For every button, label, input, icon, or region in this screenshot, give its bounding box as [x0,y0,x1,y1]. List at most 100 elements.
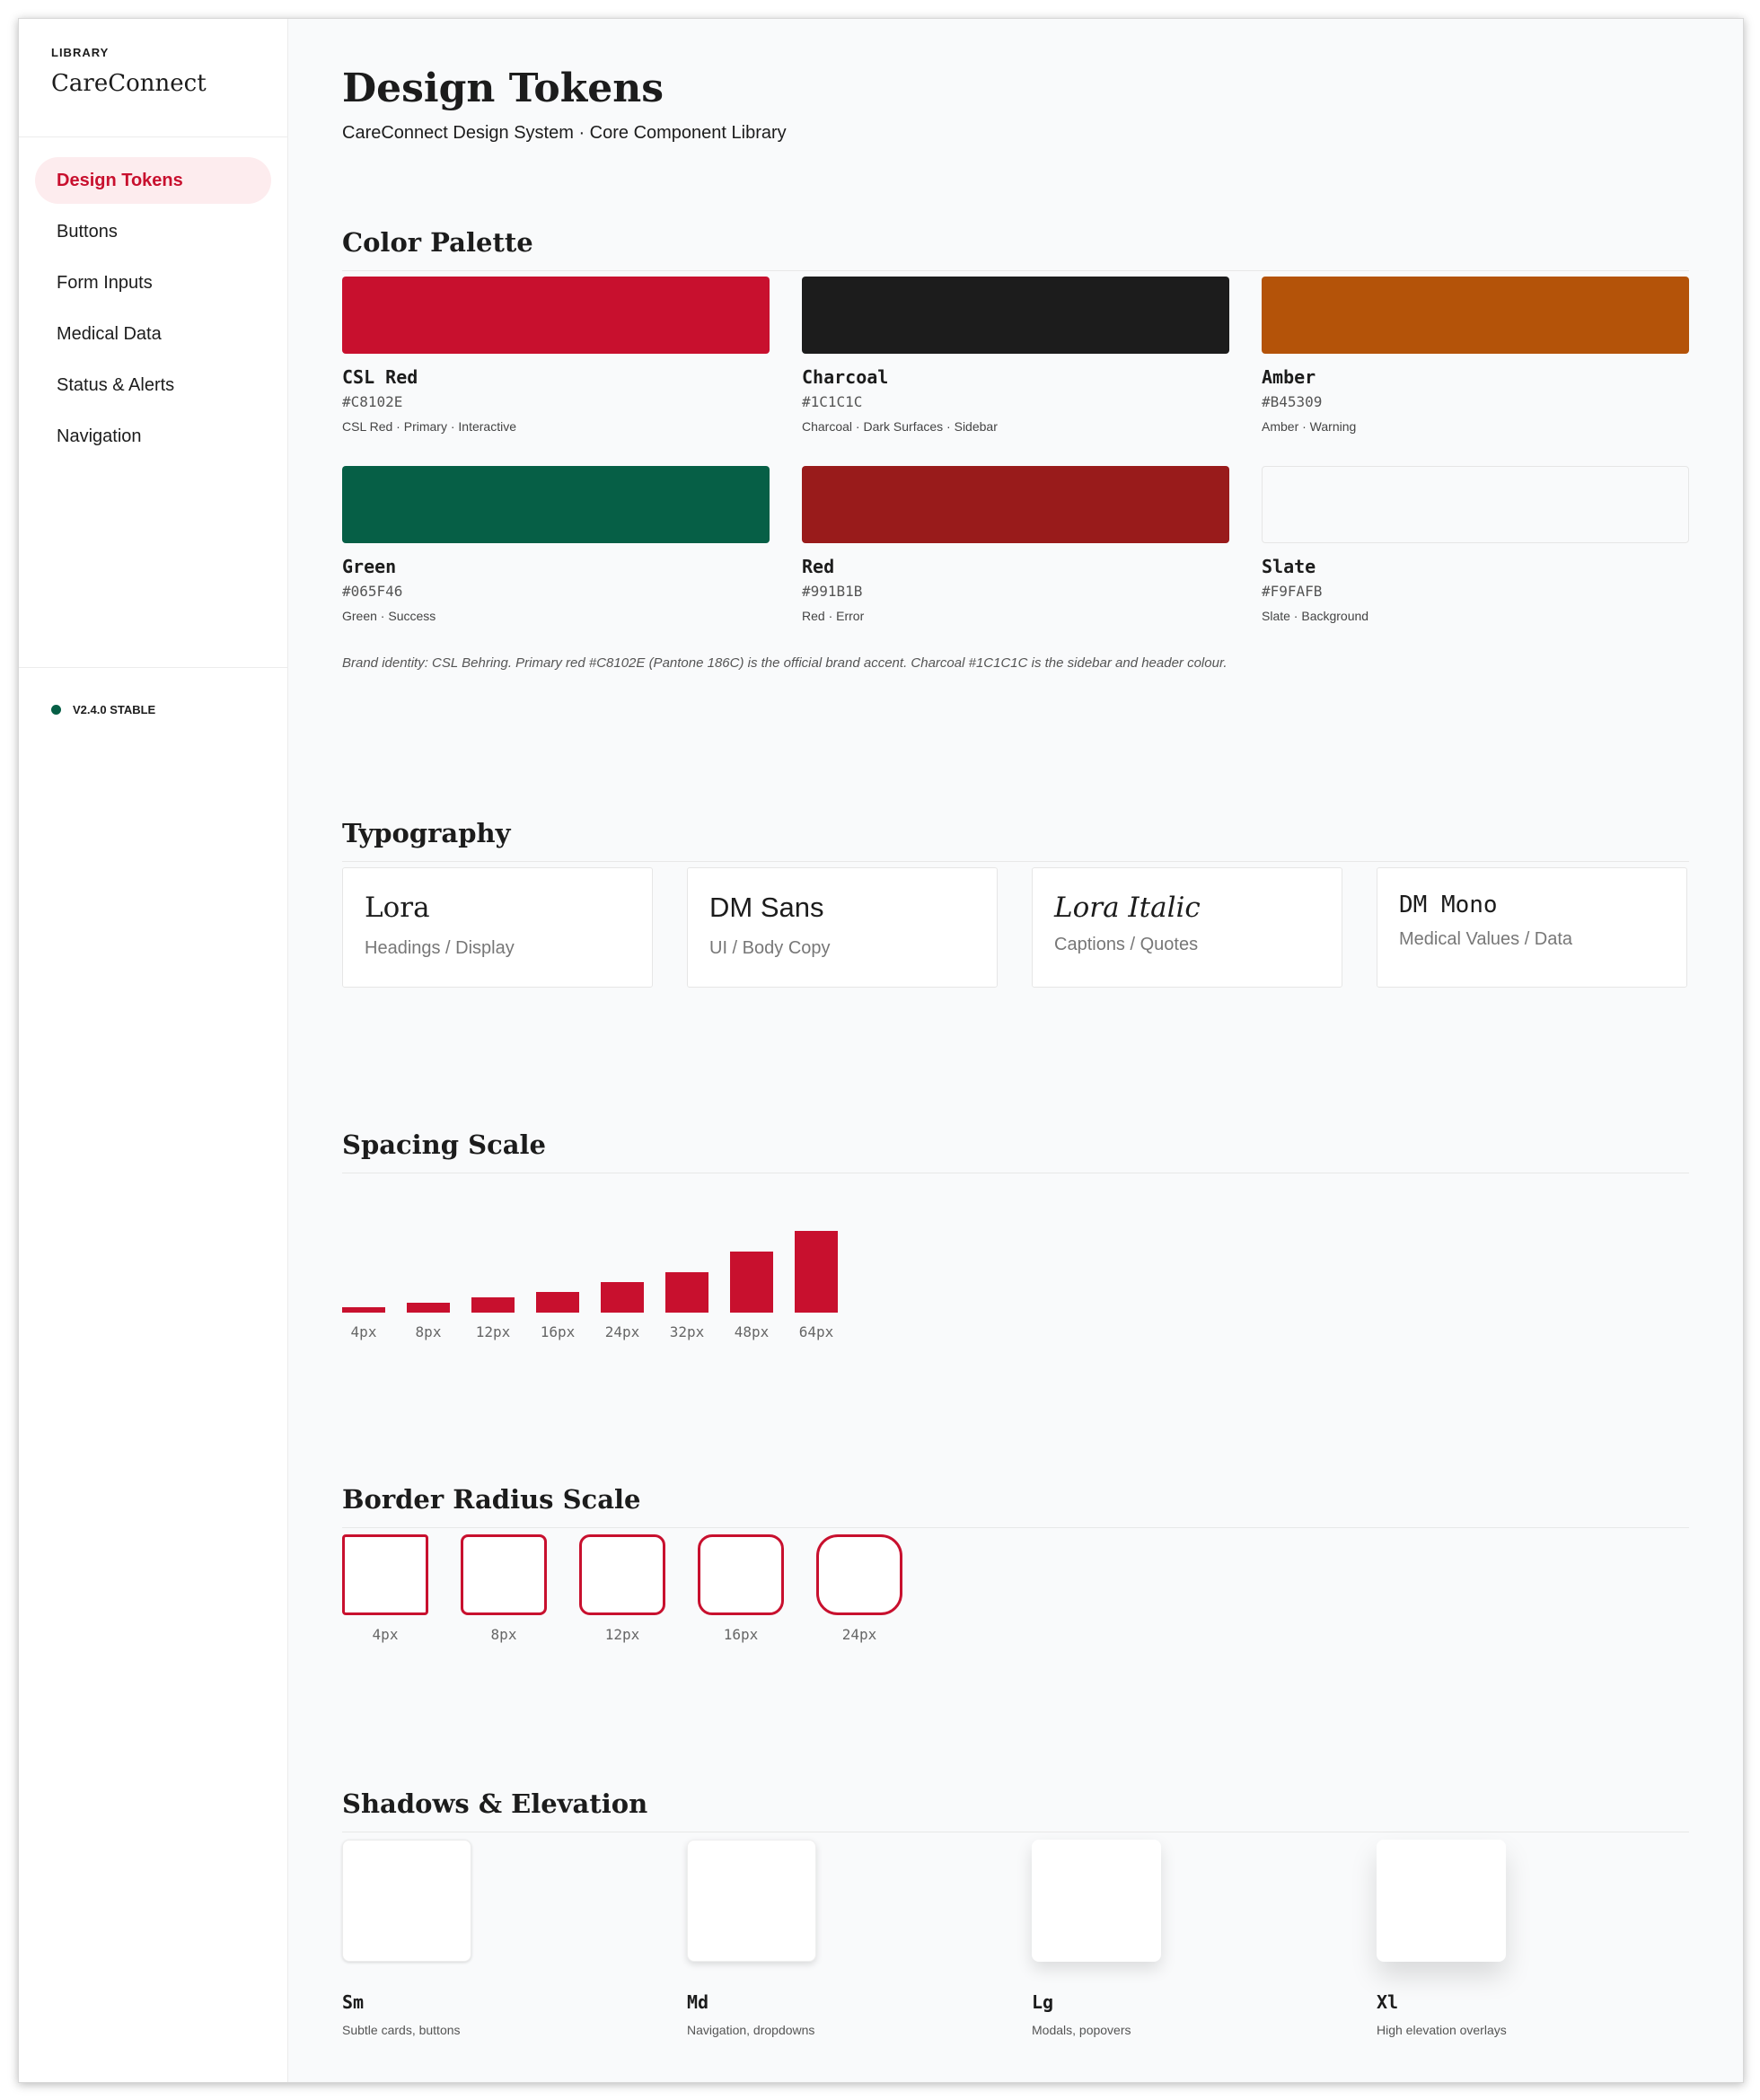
color-hex: #B45309 [1262,393,1323,410]
color-token-card: Slate #F9FAFB Slate · Background [1262,466,1689,623]
color-name: CSL Red [342,366,418,388]
spacing-bar [342,1307,385,1313]
font-card: Lora Headings / Display [342,867,653,988]
spacing-label: 16px [540,1323,576,1340]
font-usage: Medical Values / Data [1399,929,1573,949]
radius-sample [816,1534,902,1615]
spacing-label: 24px [604,1323,640,1340]
spacing-bar [665,1271,708,1313]
shadow-sample-lg [1032,1840,1161,1962]
color-token-card: Green #065F46 Green · Success [342,466,770,623]
color-token-card: Charcoal #1C1C1C Charcoal · Dark Surface… [802,277,1229,434]
spacing-label: 4px [350,1323,377,1340]
page-subtitle: CareConnect Design System · Core Compone… [342,123,787,143]
version-badge: V2.4.0 STABLE [51,703,155,716]
radius-sample [698,1534,784,1615]
spacing-label: 12px [475,1323,511,1340]
color-name: Slate [1262,556,1316,577]
color-token-card: Red #991B1B Red · Error [802,466,1229,623]
section-title-typography: Typography [342,818,1689,862]
shadow-desc: Modals, popovers [1032,2023,1131,2037]
color-hex: #065F46 [342,583,403,600]
spacing-label: 32px [669,1323,705,1340]
app-window: LIBRARY CareConnect Design Tokens Button… [18,18,1744,2083]
section-title-border-radius: Border Radius Scale [342,1484,1689,1528]
radius-label: 16px [723,1626,759,1643]
color-swatch [1262,277,1689,354]
shadow-desc: Navigation, dropdowns [687,2023,815,2037]
radius-sample [579,1534,665,1615]
shadow-sample-xl [1377,1840,1506,1962]
color-swatch [802,466,1229,543]
color-name: Green [342,556,397,577]
radius-label: 24px [841,1626,877,1643]
spacing-label: 8px [415,1323,442,1340]
color-swatch [342,466,770,543]
font-name: Lora [365,892,430,924]
font-name: DM Sans [709,892,824,923]
font-card: DM Mono Medical Values / Data [1377,867,1687,988]
font-name: DM Mono [1399,892,1498,918]
radius-sample [461,1534,547,1615]
color-hex: #F9FAFB [1262,583,1323,600]
shadow-name: Lg [1032,1991,1054,2013]
font-card: DM Sans UI / Body Copy [687,867,998,988]
spacing-label: 64px [798,1323,834,1340]
color-swatch [802,277,1229,354]
sidebar-item-design-tokens[interactable]: Design Tokens [35,157,271,204]
shadow-sample-md [687,1840,816,1962]
font-usage: UI / Body Copy [709,938,831,958]
font-usage: Headings / Display [365,938,515,958]
spacing-bar [471,1296,515,1313]
color-note: Red · Error [802,609,865,623]
color-note: Amber · Warning [1262,419,1357,434]
shadow-name: Md [687,1991,709,2013]
font-name: Lora Italic [1054,892,1201,924]
color-note: CSL Red · Primary · Interactive [342,419,516,434]
radius-label: 4px [372,1626,399,1643]
spacing-bar [407,1302,450,1313]
shadow-desc: Subtle cards, buttons [342,2023,461,2037]
page-title: Design Tokens [342,66,664,111]
sidebar-nav: Design Tokens Buttons Form Inputs Medica… [19,137,287,460]
shadow-name: Xl [1377,1991,1399,2013]
spacing-bar [795,1231,838,1313]
color-hex: #991B1B [802,583,863,600]
color-note: Green · Success [342,609,436,623]
sidebar-divider [19,667,288,668]
sidebar-kicker: LIBRARY [51,46,110,59]
color-name: Red [802,556,835,577]
color-hex: #C8102E [342,393,403,410]
radius-sample [342,1534,428,1615]
sidebar-item-form-inputs[interactable]: Form Inputs [57,272,153,293]
sidebar: LIBRARY CareConnect Design Tokens Button… [19,19,288,2082]
color-swatch [1262,466,1689,543]
status-dot-icon [51,705,61,715]
shadow-sample-sm [342,1840,471,1962]
color-token-card: CSL Red #C8102E CSL Red · Primary · Inte… [342,277,770,434]
section-title-color-palette: Color Palette [342,227,1689,271]
color-name: Charcoal [802,366,889,388]
shadow-name: Sm [342,1991,365,2013]
color-hex: #1C1C1C [802,393,863,410]
section-title-shadows: Shadows & Elevation [342,1788,1689,1832]
sidebar-item-navigation[interactable]: Navigation [57,426,142,446]
brand-note: Brand identity: CSL Behring. Primary red… [342,655,1228,671]
color-note: Slate · Background [1262,609,1369,623]
color-name: Amber [1262,366,1316,388]
section-title-spacing-scale: Spacing Scale [342,1129,1689,1173]
spacing-bar [601,1281,644,1313]
radius-label: 8px [490,1626,517,1643]
shadow-desc: High elevation overlays [1377,2023,1507,2037]
sidebar-item-buttons[interactable]: Buttons [57,221,118,242]
color-token-card: Amber #B45309 Amber · Warning [1262,277,1689,434]
font-card: Lora Italic Captions / Quotes [1032,867,1342,988]
app-title: CareConnect [51,70,207,97]
font-usage: Captions / Quotes [1054,935,1199,954]
spacing-label: 48px [734,1323,770,1340]
color-swatch [342,277,770,354]
version-label: V2.4.0 STABLE [73,703,156,716]
sidebar-item-status-alerts[interactable]: Status & Alerts [57,374,175,395]
sidebar-brand: LIBRARY CareConnect [19,19,287,137]
sidebar-item-medical-data[interactable]: Medical Data [57,323,162,344]
